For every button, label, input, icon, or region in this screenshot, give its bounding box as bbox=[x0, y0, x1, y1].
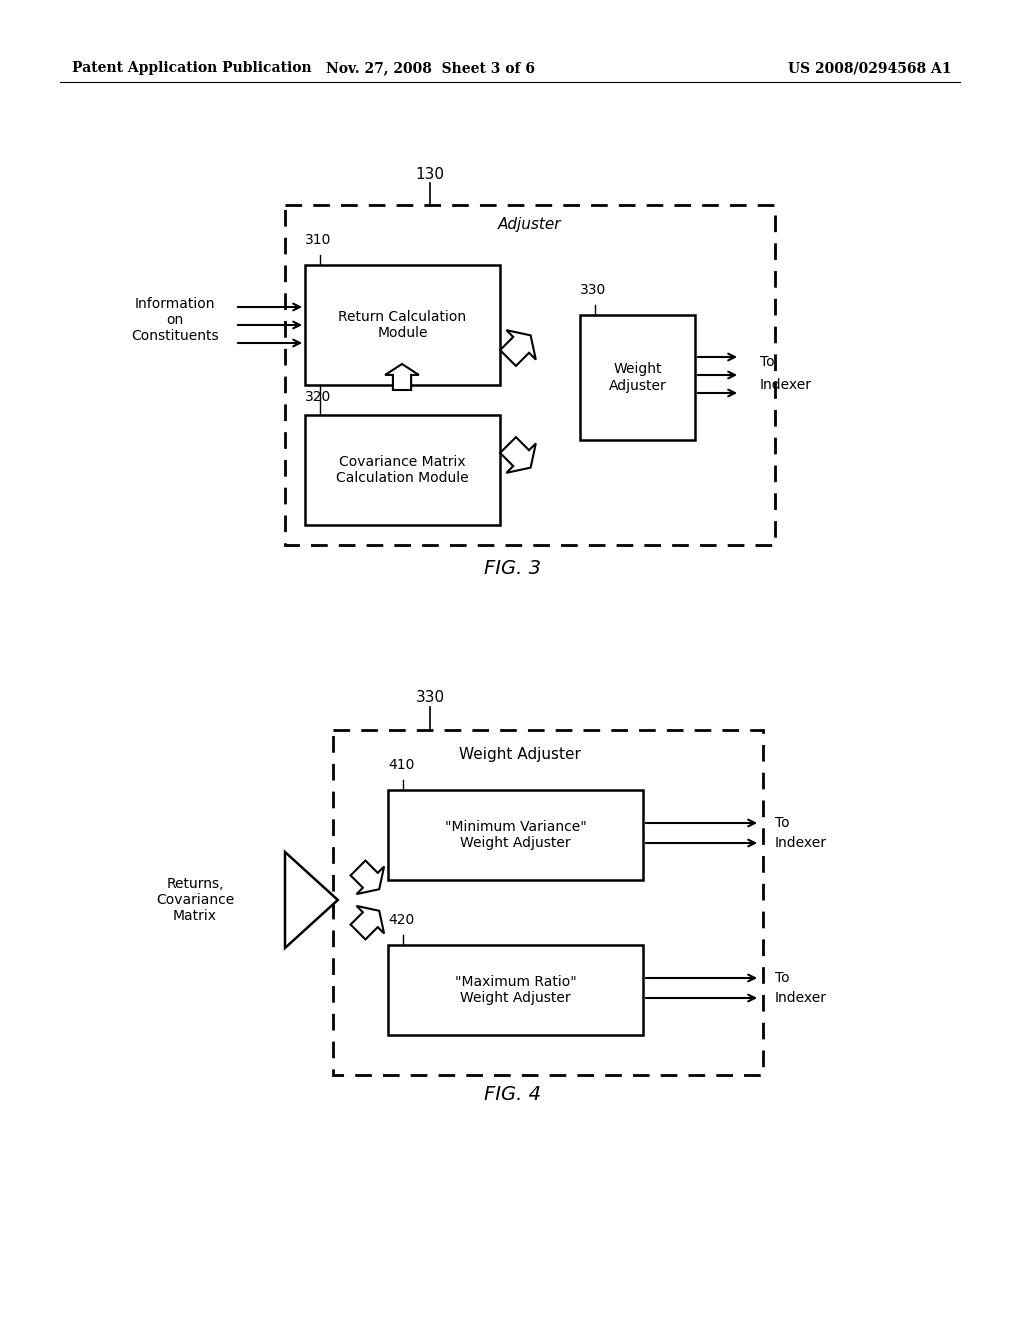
Text: "Minimum Variance"
Weight Adjuster: "Minimum Variance" Weight Adjuster bbox=[444, 820, 587, 850]
Bar bbox=[305, 265, 500, 385]
Bar bbox=[580, 315, 695, 440]
Text: To: To bbox=[775, 816, 790, 830]
Text: "Maximum Ratio"
Weight Adjuster: "Maximum Ratio" Weight Adjuster bbox=[455, 975, 577, 1005]
Text: 330: 330 bbox=[416, 690, 444, 705]
Bar bbox=[388, 789, 643, 880]
Text: 410: 410 bbox=[388, 758, 415, 772]
Text: 130: 130 bbox=[416, 168, 444, 182]
Text: FIG. 3: FIG. 3 bbox=[483, 558, 541, 578]
Text: Returns,
Covariance
Matrix: Returns, Covariance Matrix bbox=[156, 876, 234, 923]
Text: 310: 310 bbox=[305, 234, 332, 247]
Text: Covariance Matrix
Calculation Module: Covariance Matrix Calculation Module bbox=[336, 455, 469, 486]
Text: Nov. 27, 2008  Sheet 3 of 6: Nov. 27, 2008 Sheet 3 of 6 bbox=[326, 61, 535, 75]
Text: FIG. 4: FIG. 4 bbox=[483, 1085, 541, 1105]
Text: Information
on
Constituents: Information on Constituents bbox=[131, 297, 219, 343]
Polygon shape bbox=[350, 861, 384, 894]
Bar bbox=[285, 205, 775, 545]
Text: Patent Application Publication: Patent Application Publication bbox=[72, 61, 311, 75]
Text: US 2008/0294568 A1: US 2008/0294568 A1 bbox=[788, 61, 951, 75]
Bar bbox=[388, 945, 643, 1035]
Polygon shape bbox=[285, 851, 338, 948]
Polygon shape bbox=[385, 364, 419, 389]
Bar bbox=[333, 730, 763, 1074]
Text: Return Calculation
Module: Return Calculation Module bbox=[339, 310, 467, 341]
Text: Indexer: Indexer bbox=[775, 991, 827, 1005]
Text: 330: 330 bbox=[580, 282, 606, 297]
Polygon shape bbox=[500, 330, 536, 366]
Polygon shape bbox=[500, 437, 536, 473]
Bar bbox=[305, 414, 500, 525]
Polygon shape bbox=[350, 906, 384, 940]
Text: Weight
Adjuster: Weight Adjuster bbox=[608, 363, 667, 392]
Text: 320: 320 bbox=[305, 389, 331, 404]
Text: To: To bbox=[760, 355, 774, 370]
Text: Indexer: Indexer bbox=[760, 378, 812, 392]
Text: Weight Adjuster: Weight Adjuster bbox=[459, 747, 581, 763]
Text: Adjuster: Adjuster bbox=[499, 218, 562, 232]
Text: To: To bbox=[775, 972, 790, 985]
Text: 420: 420 bbox=[388, 913, 415, 927]
Text: Indexer: Indexer bbox=[775, 836, 827, 850]
